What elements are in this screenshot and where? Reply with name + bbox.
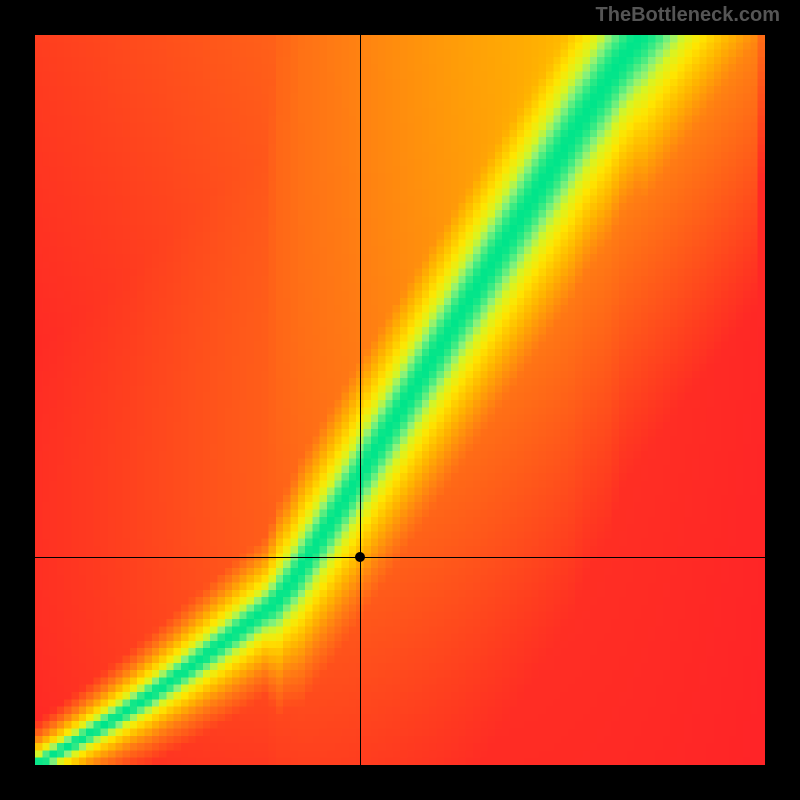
crosshair-marker-dot <box>355 552 365 562</box>
plot-area <box>35 35 765 765</box>
watermark-text: TheBottleneck.com <box>596 4 780 27</box>
crosshair-horizontal-line <box>35 557 765 558</box>
heatmap-canvas <box>35 35 765 765</box>
crosshair-vertical-line <box>360 35 361 765</box>
figure-container: TheBottleneck.com <box>0 0 800 800</box>
